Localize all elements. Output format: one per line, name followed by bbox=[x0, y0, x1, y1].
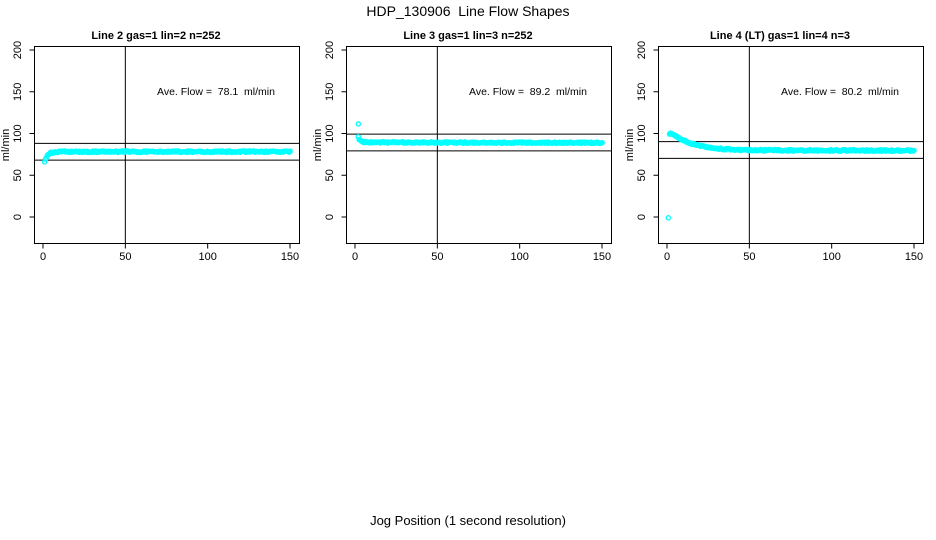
x-axis-label: Jog Position (1 second resolution) bbox=[370, 513, 566, 528]
svg-text:200: 200 bbox=[324, 41, 336, 59]
svg-text:0: 0 bbox=[664, 251, 670, 263]
svg-text:100: 100 bbox=[636, 124, 648, 142]
svg-text:150: 150 bbox=[905, 251, 923, 263]
main-title: HDP_130906 Line Flow Shapes bbox=[366, 3, 570, 19]
panel-1-points bbox=[41, 148, 293, 165]
svg-text:100: 100 bbox=[822, 251, 840, 263]
panel-3-points bbox=[665, 130, 917, 221]
y-axis-label: ml/min bbox=[312, 129, 324, 161]
svg-text:50: 50 bbox=[12, 169, 24, 181]
y-axis-label: ml/min bbox=[0, 129, 12, 161]
svg-text:0: 0 bbox=[352, 251, 358, 263]
svg-text:0: 0 bbox=[40, 251, 46, 263]
svg-text:150: 150 bbox=[324, 83, 336, 101]
panel-1-tick-labels: 0 50 100 150 0 50 100 150 200 ml/min bbox=[0, 41, 299, 263]
panel-1-axes bbox=[34, 46, 300, 244]
panel-1-plot: 0 50 100 150 0 50 100 150 200 ml/min bbox=[0, 41, 300, 263]
panel-2-points bbox=[355, 121, 605, 147]
svg-text:0: 0 bbox=[324, 214, 336, 220]
outlier-point bbox=[355, 121, 362, 127]
panel-2-title: Line 3 gas=1 lin=3 n=252 bbox=[403, 30, 533, 42]
panel-2-plot: 0 50 100 150 0 50 100 150 200 ml/min bbox=[312, 41, 612, 263]
panel-2-ave-flow-annotation: Ave. Flow = 89.2 ml/min bbox=[469, 86, 587, 98]
panel-2-ticks bbox=[341, 49, 603, 249]
svg-text:0: 0 bbox=[12, 214, 24, 220]
svg-text:100: 100 bbox=[510, 251, 528, 263]
outlier-point bbox=[665, 215, 672, 221]
panel-3-plot: 0 50 100 150 0 50 100 150 200 ml/min bbox=[624, 41, 924, 263]
svg-text:50: 50 bbox=[431, 251, 443, 263]
svg-text:150: 150 bbox=[593, 251, 611, 263]
panel-3-title: Line 4 (LT) gas=1 lin=4 n=3 bbox=[709, 30, 851, 42]
panel-1-title: Line 2 gas=1 lin=2 n=252 bbox=[91, 30, 221, 42]
svg-text:150: 150 bbox=[636, 83, 648, 101]
svg-text:200: 200 bbox=[12, 41, 24, 59]
svg-text:100: 100 bbox=[324, 124, 336, 142]
svg-text:150: 150 bbox=[12, 83, 24, 101]
svg-text:150: 150 bbox=[281, 251, 299, 263]
panel-3-axes bbox=[658, 46, 924, 244]
panel-1-ave-flow-annotation: Ave. Flow = 78.1 ml/min bbox=[157, 86, 275, 98]
y-axis-label: ml/min bbox=[624, 129, 636, 161]
panel-3-ticks bbox=[653, 49, 915, 249]
panel-3-tick-labels: 0 50 100 150 0 50 100 150 200 ml/min bbox=[624, 41, 923, 263]
svg-text:50: 50 bbox=[636, 169, 648, 181]
panel-2-tick-labels: 0 50 100 150 0 50 100 150 200 ml/min bbox=[312, 41, 611, 263]
svg-text:50: 50 bbox=[743, 251, 755, 263]
svg-text:100: 100 bbox=[12, 124, 24, 142]
svg-text:0: 0 bbox=[636, 214, 648, 220]
svg-text:100: 100 bbox=[198, 251, 216, 263]
svg-text:50: 50 bbox=[119, 251, 131, 263]
panel-1-ticks bbox=[29, 49, 291, 249]
svg-text:200: 200 bbox=[636, 41, 648, 59]
panel-3-ave-flow-annotation: Ave. Flow = 80.2 ml/min bbox=[781, 86, 899, 98]
svg-text:50: 50 bbox=[324, 169, 336, 181]
outlier-point bbox=[41, 159, 48, 165]
